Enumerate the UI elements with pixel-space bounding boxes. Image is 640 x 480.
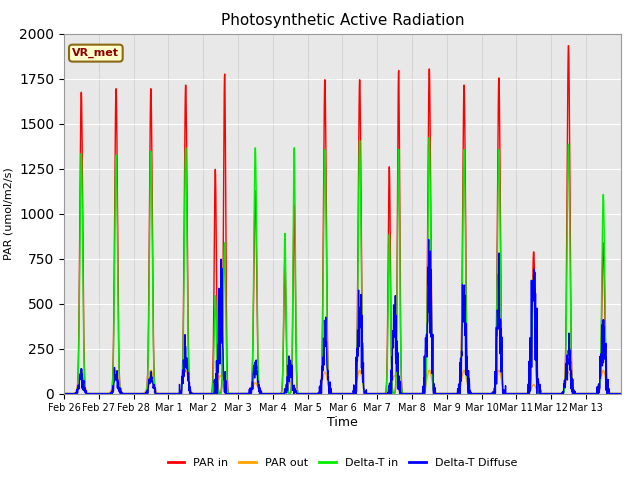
PAR out bbox=[510, 391, 518, 396]
PAR in bbox=[236, 391, 244, 396]
PAR out bbox=[77, 367, 85, 373]
PAR out bbox=[609, 391, 617, 396]
Delta-T Diffuse bbox=[609, 391, 617, 396]
PAR out bbox=[376, 391, 384, 396]
Delta-T Diffuse bbox=[116, 390, 124, 396]
PAR in bbox=[609, 391, 617, 396]
PAR in bbox=[564, 43, 572, 48]
Line: Delta-T in: Delta-T in bbox=[64, 137, 621, 394]
Delta-T in bbox=[510, 391, 518, 396]
PAR in bbox=[617, 391, 625, 396]
PAR out bbox=[60, 391, 68, 396]
Delta-T in bbox=[541, 391, 549, 396]
Delta-T in bbox=[617, 391, 625, 396]
PAR in bbox=[541, 391, 549, 396]
PAR in bbox=[376, 391, 383, 396]
Line: PAR in: PAR in bbox=[64, 46, 621, 394]
PAR in bbox=[116, 378, 124, 384]
Delta-T Diffuse bbox=[376, 391, 383, 396]
PAR out bbox=[236, 391, 244, 396]
PAR in bbox=[60, 391, 68, 396]
PAR in bbox=[510, 391, 518, 396]
Title: Photosynthetic Active Radiation: Photosynthetic Active Radiation bbox=[221, 13, 464, 28]
Delta-T in bbox=[609, 391, 617, 396]
Delta-T Diffuse bbox=[541, 391, 549, 396]
PAR out bbox=[116, 383, 124, 389]
Delta-T Diffuse bbox=[236, 391, 244, 396]
X-axis label: Time: Time bbox=[327, 416, 358, 429]
Delta-T in bbox=[60, 391, 68, 396]
Delta-T Diffuse bbox=[510, 391, 518, 396]
Delta-T Diffuse bbox=[425, 237, 433, 242]
Legend: PAR in, PAR out, Delta-T in, Delta-T Diffuse: PAR in, PAR out, Delta-T in, Delta-T Dif… bbox=[163, 453, 522, 472]
Line: Delta-T Diffuse: Delta-T Diffuse bbox=[64, 240, 621, 394]
Delta-T in bbox=[426, 134, 433, 140]
PAR out bbox=[541, 391, 549, 396]
Delta-T in bbox=[376, 391, 383, 396]
Text: VR_met: VR_met bbox=[72, 48, 119, 58]
Delta-T Diffuse bbox=[60, 391, 68, 396]
Line: PAR out: PAR out bbox=[64, 370, 621, 394]
Delta-T Diffuse bbox=[617, 391, 625, 396]
Y-axis label: PAR (umol/m2/s): PAR (umol/m2/s) bbox=[4, 167, 13, 260]
Delta-T in bbox=[116, 381, 124, 387]
Delta-T in bbox=[236, 391, 244, 396]
PAR out bbox=[617, 391, 625, 396]
